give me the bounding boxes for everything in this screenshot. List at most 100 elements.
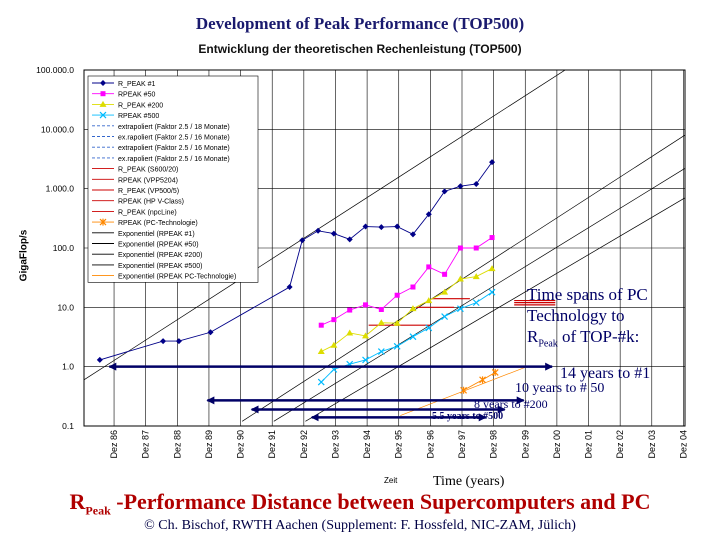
legend-label: RPEAK (PC-Technologie) [118,220,198,227]
legend-label: ex.rapoliert (Faktor 2.5 / 16 Monate) [118,135,230,142]
legend-label: R_PEAK #1 [118,81,155,88]
x-tick-label: Dez 94 [362,430,372,459]
data-point [160,338,167,345]
span-arrows [108,362,554,422]
data-point [346,329,354,336]
annotation-line-3: RPeak of TOP-#k: [527,326,717,354]
data-point [317,348,325,355]
x-tick-label: Dez 90 [236,430,246,459]
legend-label: RPEAK (VPP5204) [118,177,178,184]
data-point [393,319,401,326]
data-point [409,305,417,312]
series-line [321,237,493,326]
data-point [488,288,496,296]
y-axis-ticks: 0.1 1.0 10.0 100.0 1.000.0 10.000.0 100.000.0 [36,65,74,431]
trend-line [305,197,685,422]
data-point [347,307,353,313]
legend-label: R_PEAK (VP500/5) [118,188,179,195]
chart-title: Entwicklung der theoretischen Rechenleis… [198,42,522,56]
x-tick-label: Dez 98 [489,430,499,459]
data-point [460,386,468,394]
series-line [99,161,493,361]
data-point [377,319,385,326]
data-point [479,376,486,384]
legend-label: Exponentiel (RPEAK #50) [118,242,199,249]
data-point [489,159,496,166]
annotation-line-1: Time spans of PC [527,285,648,304]
data-point [409,333,417,341]
bottom-rest: -Performance Distance between Supercompu… [110,489,651,514]
annotation-line-2: Technology to [527,306,625,325]
data-point [331,317,337,323]
legend-label: R_PEAK (npcLine) [118,209,177,216]
x-tick-label: Dez 89 [204,430,214,459]
x-tick-label: Dez 93 [330,430,340,459]
slide-title: Development of Peak Performance (TOP500) [195,14,525,33]
y-tick-label: 100.0 [53,243,75,253]
data-point [362,356,369,364]
data-point [99,100,107,107]
data-point [456,305,464,313]
y-tick-label: 1.000.0 [46,184,75,194]
data-point [286,284,293,291]
x-tick-label: Dez 99 [520,430,530,459]
data-point [426,264,432,270]
span-label-top1: 14 years to #1 [560,365,651,382]
x-tick-label: Dez 87 [141,430,151,459]
data-point [315,227,322,234]
legend-label: Exponentiel (RPEAK PC-Technologie) [118,274,236,281]
legend-label: R_PEAK (S600/20) [118,167,178,174]
x-tick-label: Dez 00 [552,430,562,459]
data-point [175,338,182,345]
data-point [457,245,463,251]
trend-line [84,70,566,381]
data-point [100,80,106,86]
legend: R_PEAK #1 RPEAK #50 R_PEAK #200 RPEAK #500 e… [87,75,259,283]
y-tick-label: 10.000.0 [41,124,74,134]
bottom-r: R [69,489,86,514]
data-point [394,223,401,230]
data-point [473,180,480,187]
data-point [99,218,107,226]
data-point [330,230,337,237]
data-point [425,297,433,304]
rpeak-sub: Peak [538,338,558,350]
data-point [457,183,464,190]
legend-label: RPEAK (HP V-Class) [118,199,184,206]
span-label-top50: 10 years to # 50 [515,381,605,396]
data-point [393,342,401,350]
legend-label: Exponentiel (RPEAK #1) [118,231,195,238]
data-point [378,224,385,231]
x-axis-label: Time (years) [433,474,505,489]
legend-label: ex.rapoliert (Faktor 2.5 / 16 Monate) [118,156,230,163]
x-tick-label: Dez 91 [267,430,277,459]
data-point [425,211,432,218]
legend-label: Exponentiel (RPEAK #500) [118,263,202,270]
data-point [488,265,496,272]
legend-label: RPEAK #500 [118,113,159,120]
data-point [207,329,214,336]
span-label-top200: 8 years to #200 [474,397,548,411]
data-point [96,356,103,363]
legend-label: RPEAK #50 [118,92,155,99]
data-point [473,245,479,251]
y-tick-label: 10.0 [57,302,74,312]
span-label-top500: 5.5 years to #500 [432,411,504,422]
legend-label: R_PEAK #200 [118,102,163,109]
x-tick-label: Dez 96 [425,430,435,459]
data-point [378,306,384,312]
data-point [100,91,106,97]
data-point [299,237,306,244]
credit-line: © Ch. Bischof, RWTH Aachen (Supplement: … [144,518,576,533]
bottom-sub: Peak [85,503,111,518]
data-point [363,302,369,308]
data-point [317,378,325,386]
y-axis-label: GigaFlop/s [18,229,30,282]
data-point [346,236,353,243]
annotation-line-3-tail: of TOP-#k: [557,327,640,346]
x-tick-label: Dez 03 [647,430,657,459]
x-tick-label: Dez 02 [615,430,625,459]
x-axis-ticks: Dez 86 Dez 87 Dez 88 Dez 89 Dez 90 Dez 91 Dez … [109,430,688,459]
pc-timespan-annotation: Time spans of PC Technology to RPeak of … [527,284,717,354]
data-point [330,341,338,348]
